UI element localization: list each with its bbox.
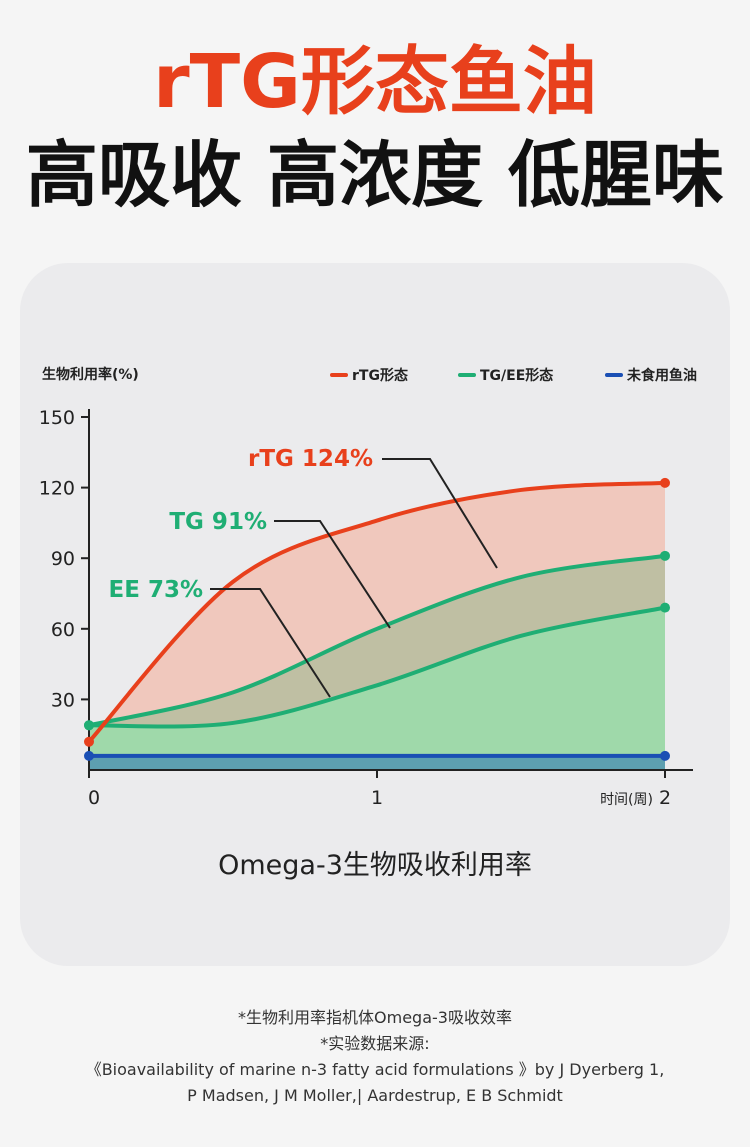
series-end-point — [660, 550, 670, 561]
y-tick-label: 90 — [51, 548, 75, 570]
x-axis-label: 时间(周) — [600, 792, 653, 808]
series-annotation: EE 73% — [109, 577, 203, 603]
annotation-leader-line — [274, 520, 391, 629]
y-tick-label: 30 — [51, 689, 75, 711]
legend-label: 未食用鱼油 — [627, 367, 697, 384]
x-tick-label: 0 — [88, 787, 100, 809]
series-end-point — [660, 477, 670, 488]
series-annotation: TG 91% — [169, 509, 267, 535]
series-end-point — [660, 750, 670, 761]
chart-card: 30 60 90 120 150 0 1 2 时间(周) 生物利用率(%) rTG形态 TG/EE形态… — [20, 263, 730, 966]
headline-title: rTG形态鱼油 — [153, 39, 597, 125]
chart-caption: Omega-3生物吸收利用率 — [218, 850, 532, 881]
footnote-source-label: *实验数据来源: — [320, 1034, 430, 1053]
series-start-point — [84, 736, 94, 747]
annotation-leader-line — [210, 588, 331, 698]
series-line-1 — [87, 553, 667, 728]
series-line-0 — [87, 480, 667, 744]
legend-label: TG/EE形态 — [480, 367, 553, 384]
ee-band — [89, 607, 665, 770]
series-end-point — [660, 602, 670, 613]
bioavailability-chart: 30 60 90 120 150 0 1 2 时间(周) 生物利用率(%) rTG形态 TG/EE形态… — [39, 366, 697, 809]
y-axis-label: 生物利用率(%) — [42, 366, 139, 383]
control-band — [89, 755, 665, 770]
footnotes: *生物利用率指机体Omega-3吸收效率 *实验数据来源: 《Bioavaila… — [0, 1005, 750, 1109]
headline-subtitle: 高吸收 高浓度 低腥味 — [25, 133, 725, 217]
footnote-citation-title: 《Bioavailability of marine n-3 fatty aci… — [85, 1060, 665, 1079]
y-tick-label: 120 — [39, 478, 75, 500]
y-tick-label: 60 — [51, 619, 75, 641]
x-tick-label: 2 — [659, 787, 671, 809]
series-line-2 — [87, 605, 667, 729]
y-tick-label: 150 — [39, 407, 75, 429]
footnote-citation-authors: P Madsen, J M Moller,| Aardestrup, E B S… — [187, 1086, 563, 1105]
annotation-leader-line — [382, 458, 498, 569]
legend-label: rTG形态 — [352, 367, 408, 384]
footnote-definition: *生物利用率指机体Omega-3吸收效率 — [238, 1008, 512, 1027]
series-start-point — [84, 720, 94, 731]
x-tick-label: 1 — [371, 787, 383, 809]
series-start-point — [84, 750, 94, 761]
series-annotation: rTG 124% — [248, 446, 373, 472]
